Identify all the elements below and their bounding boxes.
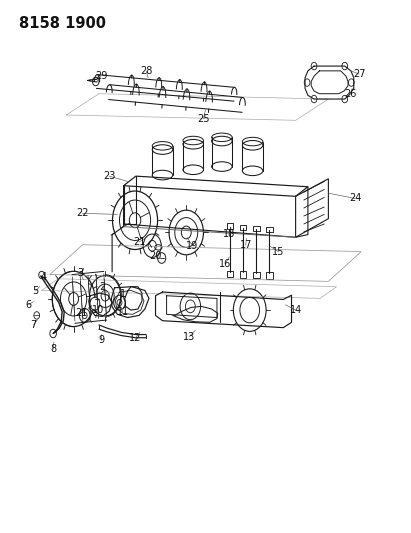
- Text: 28: 28: [140, 66, 152, 76]
- Circle shape: [304, 79, 310, 86]
- Circle shape: [90, 297, 100, 310]
- Text: 20: 20: [149, 252, 162, 261]
- Text: 6: 6: [25, 300, 32, 310]
- Text: 19: 19: [186, 241, 199, 251]
- Circle shape: [349, 79, 354, 86]
- Bar: [253, 272, 260, 278]
- Circle shape: [34, 312, 39, 319]
- Text: 11: 11: [117, 307, 129, 317]
- Text: 25: 25: [197, 114, 210, 124]
- Text: 23: 23: [103, 171, 115, 181]
- Text: 4: 4: [41, 272, 47, 282]
- Circle shape: [311, 62, 317, 70]
- Text: 16: 16: [219, 259, 231, 269]
- Circle shape: [342, 95, 348, 103]
- Bar: [227, 271, 233, 277]
- Text: 9: 9: [98, 335, 104, 345]
- Text: 15: 15: [272, 247, 284, 256]
- Bar: [240, 224, 247, 230]
- Circle shape: [342, 62, 348, 70]
- Bar: [240, 271, 247, 278]
- Text: 8158 1900: 8158 1900: [19, 15, 106, 30]
- Text: 5: 5: [32, 286, 39, 296]
- Bar: [266, 272, 272, 279]
- Circle shape: [50, 329, 56, 338]
- Text: 13: 13: [183, 332, 195, 342]
- Text: 24: 24: [349, 193, 361, 204]
- Text: 21: 21: [133, 237, 145, 247]
- Bar: [253, 225, 260, 231]
- Text: 2: 2: [99, 282, 105, 292]
- Text: 8: 8: [50, 344, 56, 354]
- Circle shape: [92, 77, 99, 86]
- Text: 17: 17: [240, 240, 252, 250]
- Text: 10: 10: [92, 305, 104, 315]
- Circle shape: [39, 271, 44, 279]
- Text: 7: 7: [30, 320, 37, 330]
- Bar: [266, 227, 272, 232]
- Text: 3: 3: [78, 269, 83, 278]
- Circle shape: [311, 95, 317, 103]
- Text: 26: 26: [345, 89, 357, 99]
- Text: 27: 27: [353, 69, 365, 79]
- Text: 29: 29: [95, 71, 107, 81]
- Text: 21: 21: [76, 308, 88, 318]
- Text: 12: 12: [129, 333, 141, 343]
- Text: 14: 14: [289, 305, 302, 315]
- Text: 1: 1: [120, 289, 126, 299]
- Bar: [227, 223, 233, 229]
- Text: 22: 22: [76, 208, 89, 219]
- Text: 18: 18: [223, 229, 236, 239]
